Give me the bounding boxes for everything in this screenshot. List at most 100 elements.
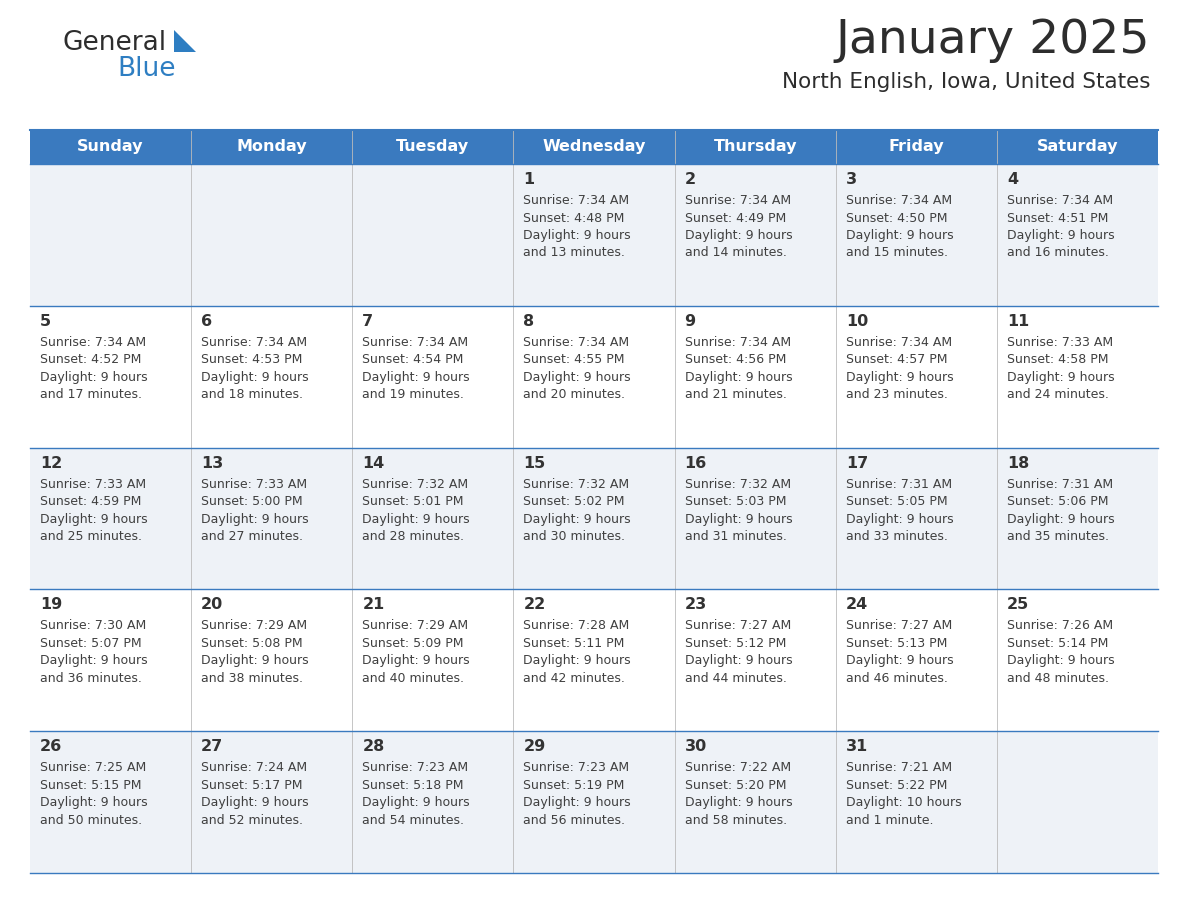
Text: Daylight: 9 hours: Daylight: 9 hours	[684, 229, 792, 242]
Text: and 46 minutes.: and 46 minutes.	[846, 672, 948, 685]
Text: Sunrise: 7:23 AM: Sunrise: 7:23 AM	[524, 761, 630, 774]
Text: Sunrise: 7:34 AM: Sunrise: 7:34 AM	[201, 336, 308, 349]
Text: and 21 minutes.: and 21 minutes.	[684, 388, 786, 401]
Text: Daylight: 9 hours: Daylight: 9 hours	[524, 371, 631, 384]
Text: 29: 29	[524, 739, 545, 755]
Text: and 48 minutes.: and 48 minutes.	[1007, 672, 1108, 685]
Text: and 16 minutes.: and 16 minutes.	[1007, 247, 1108, 260]
Text: and 20 minutes.: and 20 minutes.	[524, 388, 625, 401]
Text: Sunrise: 7:34 AM: Sunrise: 7:34 AM	[684, 336, 791, 349]
Text: and 36 minutes.: and 36 minutes.	[40, 672, 141, 685]
Text: General: General	[62, 30, 166, 56]
Text: and 38 minutes.: and 38 minutes.	[201, 672, 303, 685]
Text: Sunrise: 7:27 AM: Sunrise: 7:27 AM	[846, 620, 952, 633]
Text: Daylight: 9 hours: Daylight: 9 hours	[684, 371, 792, 384]
Text: and 28 minutes.: and 28 minutes.	[362, 530, 465, 543]
Text: Daylight: 9 hours: Daylight: 9 hours	[362, 371, 470, 384]
Text: Sunset: 5:01 PM: Sunset: 5:01 PM	[362, 495, 463, 508]
Text: and 30 minutes.: and 30 minutes.	[524, 530, 625, 543]
Text: and 54 minutes.: and 54 minutes.	[362, 813, 465, 827]
Text: Daylight: 9 hours: Daylight: 9 hours	[40, 655, 147, 667]
Text: Sunrise: 7:29 AM: Sunrise: 7:29 AM	[362, 620, 468, 633]
Text: Daylight: 9 hours: Daylight: 9 hours	[201, 371, 309, 384]
Bar	[30, 589, 1158, 732]
Text: and 24 minutes.: and 24 minutes.	[1007, 388, 1108, 401]
Text: Daylight: 9 hours: Daylight: 9 hours	[524, 796, 631, 809]
Text: and 25 minutes.: and 25 minutes.	[40, 530, 143, 543]
Text: 14: 14	[362, 455, 385, 471]
Text: Sunset: 4:53 PM: Sunset: 4:53 PM	[201, 353, 303, 366]
Text: 19: 19	[40, 598, 62, 612]
Text: 30: 30	[684, 739, 707, 755]
Text: Daylight: 9 hours: Daylight: 9 hours	[201, 512, 309, 526]
Text: Sunset: 5:07 PM: Sunset: 5:07 PM	[40, 637, 141, 650]
Text: Sunrise: 7:34 AM: Sunrise: 7:34 AM	[684, 194, 791, 207]
Text: Daylight: 9 hours: Daylight: 9 hours	[1007, 371, 1114, 384]
Text: 1: 1	[524, 172, 535, 187]
Text: 5: 5	[40, 314, 51, 329]
Text: Sunset: 4:58 PM: Sunset: 4:58 PM	[1007, 353, 1108, 366]
Text: Sunset: 4:52 PM: Sunset: 4:52 PM	[40, 353, 141, 366]
Text: and 52 minutes.: and 52 minutes.	[201, 813, 303, 827]
Text: Sunset: 5:11 PM: Sunset: 5:11 PM	[524, 637, 625, 650]
Text: 10: 10	[846, 314, 868, 329]
Text: Sunrise: 7:31 AM: Sunrise: 7:31 AM	[1007, 477, 1113, 490]
Text: Daylight: 9 hours: Daylight: 9 hours	[684, 655, 792, 667]
Text: Sunrise: 7:34 AM: Sunrise: 7:34 AM	[524, 336, 630, 349]
Text: Thursday: Thursday	[713, 140, 797, 154]
Text: Saturday: Saturday	[1037, 140, 1118, 154]
Text: and 35 minutes.: and 35 minutes.	[1007, 530, 1108, 543]
Text: Sunset: 5:14 PM: Sunset: 5:14 PM	[1007, 637, 1108, 650]
Text: Tuesday: Tuesday	[397, 140, 469, 154]
Text: and 42 minutes.: and 42 minutes.	[524, 672, 625, 685]
Text: Sunrise: 7:34 AM: Sunrise: 7:34 AM	[40, 336, 146, 349]
Text: Daylight: 9 hours: Daylight: 9 hours	[362, 796, 470, 809]
Text: 31: 31	[846, 739, 868, 755]
Polygon shape	[173, 30, 196, 52]
Text: Daylight: 9 hours: Daylight: 9 hours	[524, 229, 631, 242]
Text: Daylight: 9 hours: Daylight: 9 hours	[684, 512, 792, 526]
Bar	[30, 306, 1158, 448]
Text: Sunrise: 7:34 AM: Sunrise: 7:34 AM	[524, 194, 630, 207]
Text: 7: 7	[362, 314, 373, 329]
Text: Daylight: 10 hours: Daylight: 10 hours	[846, 796, 961, 809]
Text: 26: 26	[40, 739, 62, 755]
Text: and 44 minutes.: and 44 minutes.	[684, 672, 786, 685]
Text: North English, Iowa, United States: North English, Iowa, United States	[782, 72, 1150, 92]
Text: Sunset: 5:22 PM: Sunset: 5:22 PM	[846, 778, 947, 791]
Text: 18: 18	[1007, 455, 1029, 471]
Text: Sunrise: 7:26 AM: Sunrise: 7:26 AM	[1007, 620, 1113, 633]
Text: and 23 minutes.: and 23 minutes.	[846, 388, 948, 401]
Bar	[30, 164, 1158, 306]
Text: Daylight: 9 hours: Daylight: 9 hours	[362, 655, 470, 667]
Text: and 14 minutes.: and 14 minutes.	[684, 247, 786, 260]
Text: Sunset: 4:57 PM: Sunset: 4:57 PM	[846, 353, 947, 366]
Bar	[30, 448, 1158, 589]
Text: Daylight: 9 hours: Daylight: 9 hours	[524, 512, 631, 526]
Text: 15: 15	[524, 455, 545, 471]
Text: Sunrise: 7:32 AM: Sunrise: 7:32 AM	[524, 477, 630, 490]
Text: Sunrise: 7:34 AM: Sunrise: 7:34 AM	[362, 336, 468, 349]
Text: 13: 13	[201, 455, 223, 471]
Text: 20: 20	[201, 598, 223, 612]
Text: 8: 8	[524, 314, 535, 329]
Text: Daylight: 9 hours: Daylight: 9 hours	[1007, 229, 1114, 242]
Text: Sunset: 5:06 PM: Sunset: 5:06 PM	[1007, 495, 1108, 508]
Text: and 56 minutes.: and 56 minutes.	[524, 813, 625, 827]
Text: Sunrise: 7:33 AM: Sunrise: 7:33 AM	[40, 477, 146, 490]
Text: Sunrise: 7:29 AM: Sunrise: 7:29 AM	[201, 620, 308, 633]
Text: Sunset: 5:02 PM: Sunset: 5:02 PM	[524, 495, 625, 508]
Text: Sunset: 5:15 PM: Sunset: 5:15 PM	[40, 778, 141, 791]
Text: Sunrise: 7:24 AM: Sunrise: 7:24 AM	[201, 761, 308, 774]
Text: Daylight: 9 hours: Daylight: 9 hours	[40, 371, 147, 384]
Text: and 19 minutes.: and 19 minutes.	[362, 388, 465, 401]
Text: Sunset: 5:05 PM: Sunset: 5:05 PM	[846, 495, 947, 508]
Text: Monday: Monday	[236, 140, 307, 154]
Text: Friday: Friday	[889, 140, 944, 154]
Text: Sunrise: 7:33 AM: Sunrise: 7:33 AM	[1007, 336, 1113, 349]
Text: Sunrise: 7:23 AM: Sunrise: 7:23 AM	[362, 761, 468, 774]
Text: 25: 25	[1007, 598, 1029, 612]
Text: Sunset: 5:09 PM: Sunset: 5:09 PM	[362, 637, 463, 650]
Text: and 33 minutes.: and 33 minutes.	[846, 530, 948, 543]
Text: Sunset: 5:17 PM: Sunset: 5:17 PM	[201, 778, 303, 791]
